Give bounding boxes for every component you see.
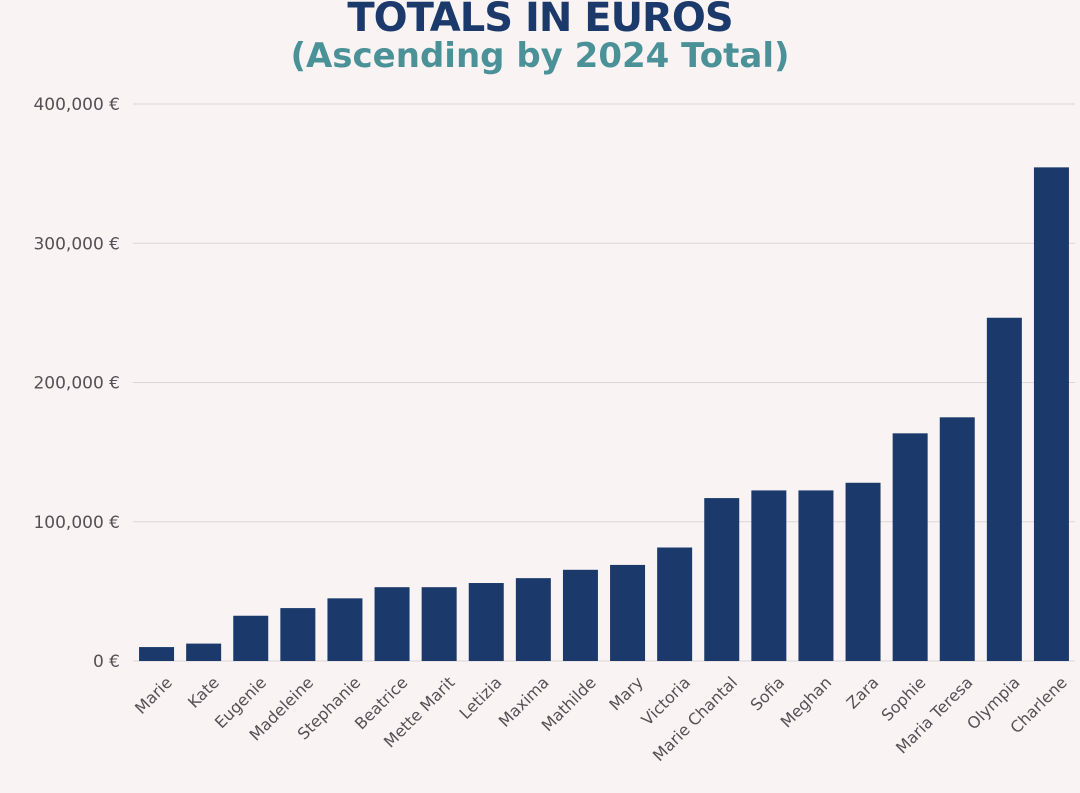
y-tick-label: 100,000 € [33, 513, 120, 533]
y-tick-label: 400,000 € [33, 95, 120, 115]
bar-mathilde [562, 569, 598, 661]
x-tick-label: Marie [131, 673, 176, 718]
x-tick-label: Kate [184, 673, 223, 712]
grid-lines [133, 103, 1075, 662]
bar-stephanie [327, 598, 363, 661]
x-tick-label: Meghan [777, 673, 836, 732]
bar-kate [186, 643, 222, 661]
x-tick-label: Marie Chantal [649, 673, 741, 765]
chart-subtitle: (Ascending by 2024 Total) [290, 36, 790, 76]
bar-eugenie [233, 615, 269, 661]
bar-marie [139, 647, 175, 661]
bar-sophie [892, 433, 928, 661]
bar-zara [845, 482, 881, 661]
x-tick-label: Sofia [747, 673, 789, 715]
bar-maxima [515, 578, 551, 661]
bar-sofia [751, 490, 787, 661]
y-axis-ticks: 0 € 100,000 € 200,000 € 300,000 € 400,000 € [33, 95, 120, 672]
x-tick-label: Mary [605, 673, 646, 714]
bar-meghan [798, 490, 834, 661]
bar-mette-marit [421, 587, 457, 661]
bar-victoria [657, 547, 693, 661]
bar-letizia [468, 583, 504, 661]
bar-maria-teresa [939, 417, 975, 661]
bar-beatrice [374, 587, 410, 661]
y-tick-label: 200,000 € [33, 374, 120, 394]
bar-charlene [1033, 167, 1069, 661]
y-tick-label: 0 € [93, 652, 120, 672]
x-axis-ticks: Marie KateEugenieMadeleineStephanieBeatri… [131, 673, 1071, 765]
bar-mary [610, 564, 646, 661]
bar-marie-chantal [704, 498, 740, 661]
x-tick-label: Zara [843, 673, 883, 713]
bars [139, 167, 1069, 661]
bar-madeleine [280, 608, 316, 661]
chart-title: TOTALS IN EUROS [347, 0, 733, 41]
bar-olympia [986, 317, 1022, 661]
y-tick-label: 300,000 € [33, 234, 120, 254]
